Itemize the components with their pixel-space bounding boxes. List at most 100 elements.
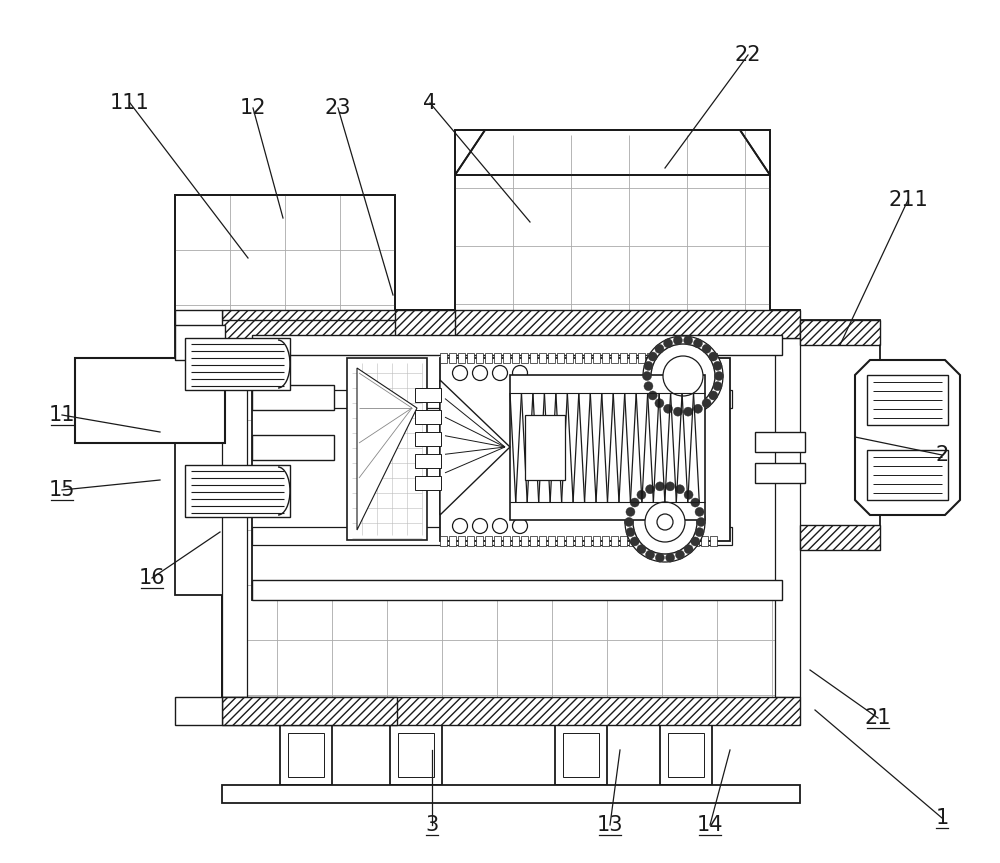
Text: 1: 1 bbox=[935, 808, 949, 828]
Circle shape bbox=[713, 381, 722, 391]
Bar bbox=[701, 353, 708, 363]
Bar bbox=[521, 536, 528, 546]
Bar bbox=[347, 358, 427, 540]
Bar bbox=[692, 353, 699, 363]
Bar bbox=[566, 536, 573, 546]
Bar bbox=[660, 725, 712, 785]
Circle shape bbox=[473, 366, 488, 381]
Bar bbox=[494, 536, 501, 546]
Bar bbox=[390, 725, 442, 785]
Circle shape bbox=[714, 371, 724, 381]
Bar bbox=[252, 527, 732, 545]
Bar bbox=[775, 338, 800, 697]
Bar bbox=[512, 353, 519, 363]
Circle shape bbox=[691, 498, 700, 507]
Bar bbox=[563, 733, 599, 777]
Bar bbox=[415, 476, 441, 490]
Text: 13: 13 bbox=[597, 815, 623, 835]
Bar bbox=[593, 536, 600, 546]
Bar bbox=[175, 195, 395, 325]
Text: 22: 22 bbox=[735, 45, 761, 65]
Circle shape bbox=[684, 490, 693, 500]
Bar bbox=[647, 536, 654, 546]
Circle shape bbox=[695, 507, 704, 516]
Circle shape bbox=[709, 352, 718, 361]
Circle shape bbox=[637, 490, 646, 500]
Bar bbox=[800, 320, 880, 550]
Bar bbox=[175, 315, 223, 595]
Text: 211: 211 bbox=[888, 190, 928, 210]
Bar bbox=[510, 375, 705, 520]
Bar bbox=[683, 536, 690, 546]
Bar bbox=[458, 353, 465, 363]
Text: 15: 15 bbox=[49, 480, 75, 500]
Bar bbox=[692, 536, 699, 546]
Circle shape bbox=[644, 362, 653, 370]
Bar bbox=[620, 353, 627, 363]
Bar bbox=[415, 454, 441, 468]
Text: 3: 3 bbox=[425, 815, 439, 835]
Bar bbox=[440, 353, 447, 363]
Bar bbox=[175, 325, 225, 360]
Circle shape bbox=[693, 339, 702, 348]
Circle shape bbox=[684, 407, 693, 416]
Bar bbox=[252, 385, 334, 410]
Bar bbox=[252, 435, 334, 460]
Bar bbox=[566, 353, 573, 363]
Bar bbox=[75, 358, 225, 443]
Bar bbox=[674, 536, 681, 546]
Bar bbox=[867, 375, 948, 425]
Bar bbox=[755, 463, 805, 483]
Polygon shape bbox=[455, 130, 770, 175]
Bar bbox=[415, 410, 441, 424]
Bar bbox=[575, 536, 582, 546]
Circle shape bbox=[625, 482, 705, 562]
Bar bbox=[455, 130, 770, 315]
Bar bbox=[800, 320, 880, 345]
Circle shape bbox=[675, 485, 684, 494]
Text: 4: 4 bbox=[423, 93, 437, 113]
Circle shape bbox=[655, 344, 664, 353]
Bar bbox=[755, 432, 805, 452]
Bar bbox=[467, 536, 474, 546]
Bar bbox=[458, 536, 465, 546]
Bar bbox=[252, 335, 782, 355]
Bar bbox=[485, 353, 492, 363]
Bar bbox=[800, 525, 880, 550]
Circle shape bbox=[630, 498, 639, 507]
Bar bbox=[665, 353, 672, 363]
Bar bbox=[665, 536, 672, 546]
Bar bbox=[539, 353, 546, 363]
Bar bbox=[252, 335, 782, 600]
Circle shape bbox=[452, 519, 468, 533]
Circle shape bbox=[684, 545, 693, 554]
Circle shape bbox=[673, 407, 682, 416]
Bar bbox=[252, 390, 732, 408]
Bar bbox=[525, 415, 565, 480]
Bar bbox=[548, 536, 555, 546]
Circle shape bbox=[702, 344, 711, 353]
Bar bbox=[674, 353, 681, 363]
Bar bbox=[222, 785, 800, 803]
Circle shape bbox=[626, 507, 635, 516]
Bar bbox=[683, 353, 690, 363]
Circle shape bbox=[646, 551, 655, 559]
Bar bbox=[467, 353, 474, 363]
Bar bbox=[455, 130, 770, 315]
Circle shape bbox=[696, 518, 706, 526]
Text: 12: 12 bbox=[240, 98, 266, 118]
Bar bbox=[668, 733, 704, 777]
Bar bbox=[867, 450, 948, 500]
Text: 14: 14 bbox=[697, 815, 723, 835]
Circle shape bbox=[512, 366, 528, 381]
Bar bbox=[521, 353, 528, 363]
Circle shape bbox=[633, 490, 697, 554]
Circle shape bbox=[709, 391, 718, 400]
Bar bbox=[555, 725, 607, 785]
Bar bbox=[222, 310, 800, 725]
Circle shape bbox=[655, 399, 664, 407]
Circle shape bbox=[624, 518, 634, 526]
Circle shape bbox=[713, 362, 722, 370]
Bar bbox=[512, 536, 519, 546]
Bar bbox=[222, 697, 397, 725]
